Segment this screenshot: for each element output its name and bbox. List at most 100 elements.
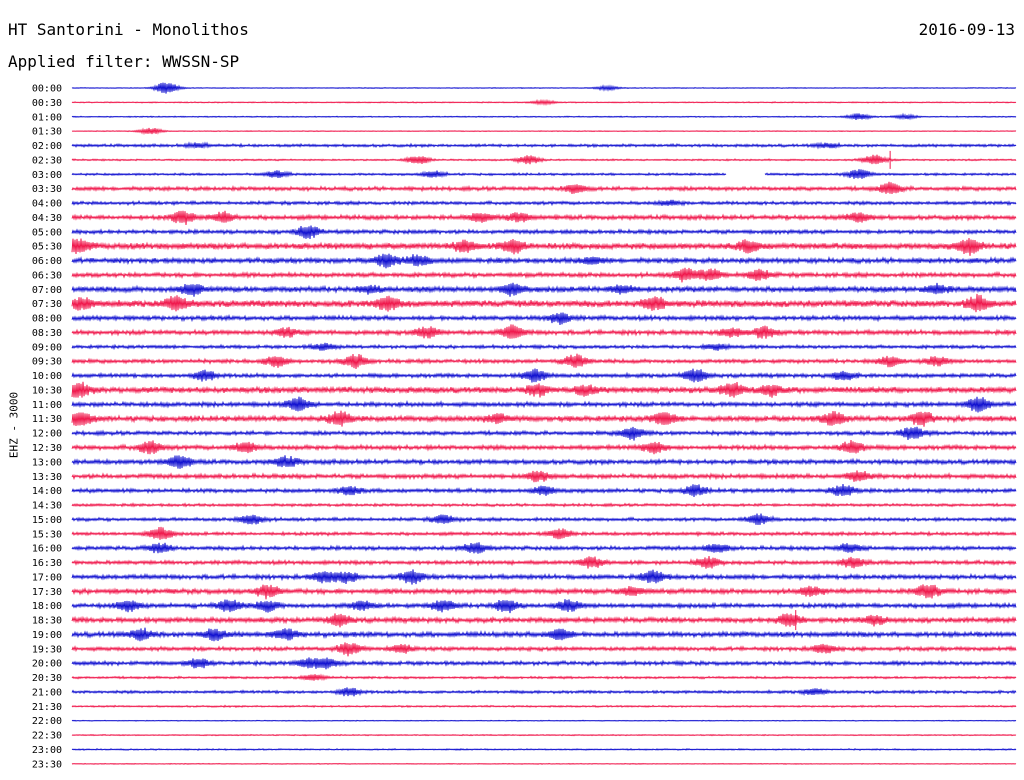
row-time-label: 21:30 [32, 702, 62, 713]
row-time-label: 23:00 [32, 745, 62, 756]
trace-row [71, 502, 1017, 508]
trace-row [71, 584, 1017, 600]
trace-row [71, 719, 1017, 722]
row-time-label: 07:00 [32, 285, 62, 296]
trace-row [71, 210, 1017, 226]
trace-row [71, 673, 1017, 682]
trace-row [71, 440, 1017, 455]
row-time-label: 04:00 [32, 199, 62, 210]
row-time-label: 00:30 [32, 98, 62, 109]
trace-row [71, 542, 1017, 554]
row-time-label: 17:00 [32, 572, 62, 583]
row-time-label: 09:30 [32, 357, 62, 368]
trace-row [71, 82, 1017, 94]
trace-row [71, 112, 1017, 121]
row-time-label: 05:30 [32, 242, 62, 253]
row-time-label: 03:30 [32, 184, 62, 195]
trace-row [71, 599, 1017, 614]
row-time-label: 13:30 [32, 472, 62, 483]
row-time-label: 12:00 [32, 429, 62, 440]
trace-row [71, 127, 1017, 136]
filter-label: Applied filter: WWSSN-SP [8, 52, 240, 71]
row-time-label: 06:00 [32, 256, 62, 267]
trace-row [71, 282, 1017, 297]
row-time-label: 15:00 [32, 515, 62, 526]
row-time-label: 12:30 [32, 443, 62, 454]
trace-row [71, 733, 1017, 737]
trace-row [71, 181, 1017, 195]
row-time-label: 14:00 [32, 486, 62, 497]
row-time-label: 06:30 [32, 270, 62, 281]
row-time-label: 17:30 [32, 587, 62, 598]
trace-row [71, 642, 1017, 657]
row-time-label: 05:00 [32, 227, 62, 238]
row-time-label: 09:00 [32, 342, 62, 353]
trace-row [71, 342, 1017, 351]
trace-row [71, 657, 1017, 670]
trace-row [71, 569, 1017, 585]
row-time-label: 19:00 [32, 630, 62, 641]
row-time-label: 21:00 [32, 687, 62, 698]
trace-row [71, 613, 1017, 628]
trace-row [71, 704, 1017, 709]
trace-row [71, 526, 1017, 540]
row-time-label: 18:00 [32, 601, 62, 612]
row-time-label: 16:30 [32, 558, 62, 569]
trace-row [71, 199, 1017, 207]
row-time-label: 02:30 [32, 155, 62, 166]
trace-row [71, 627, 1017, 642]
trace-row [71, 455, 1017, 469]
trace-row [71, 141, 1017, 150]
row-time-label: 13:00 [32, 457, 62, 468]
row-time-label: 10:30 [32, 385, 62, 396]
row-time-label: 20:30 [32, 673, 62, 684]
row-time-label: 02:00 [32, 141, 62, 152]
trace-row [71, 98, 1017, 107]
trace-row [71, 381, 1017, 398]
trace-row [71, 267, 1017, 283]
trace-row [71, 312, 1017, 326]
trace-row [71, 293, 1017, 313]
row-time-label: 00:00 [32, 84, 62, 95]
trace-row [71, 237, 1017, 256]
row-time-label: 01:00 [32, 112, 62, 123]
station-title: HT Santorini - Monolithos [8, 20, 249, 39]
trace-row [71, 169, 1017, 179]
row-time-label: 03:00 [32, 170, 62, 181]
row-time-label: 20:00 [32, 659, 62, 670]
row-time-label: 04:30 [32, 213, 62, 224]
row-time-label: 18:30 [32, 616, 62, 627]
row-time-label: 15:30 [32, 529, 62, 540]
row-time-label: 22:30 [32, 731, 62, 742]
trace-row [71, 410, 1017, 427]
trace-row [71, 470, 1017, 483]
row-time-label: 08:00 [32, 314, 62, 325]
row-time-label: 01:30 [32, 127, 62, 138]
row-time-label: 23:30 [32, 759, 62, 770]
row-time-label: 11:30 [32, 414, 62, 425]
trace-row [71, 154, 1017, 165]
trace-row [71, 324, 1017, 339]
date-label: 2016-09-13 [918, 20, 1015, 39]
trace-row [71, 556, 1017, 569]
trace-row [71, 353, 1017, 370]
trace-row [71, 396, 1017, 413]
trace-row [71, 484, 1017, 498]
row-time-label: 10:00 [32, 371, 62, 382]
trace-row [71, 225, 1017, 240]
trace-row [71, 687, 1017, 697]
trace-row [71, 762, 1017, 765]
row-time-label: 22:00 [32, 716, 62, 727]
trace-row [71, 368, 1017, 383]
row-time-label: 14:30 [32, 501, 62, 512]
trace-row [71, 513, 1017, 525]
row-time-label: 16:00 [32, 544, 62, 555]
row-time-label: 11:00 [32, 400, 62, 411]
row-time-label: 19:30 [32, 644, 62, 655]
row-time-label: 07:30 [32, 299, 62, 310]
trace-row [71, 253, 1017, 269]
row-time-label: 08:30 [32, 328, 62, 339]
trace-row [71, 426, 1017, 441]
trace-row [71, 747, 1017, 751]
